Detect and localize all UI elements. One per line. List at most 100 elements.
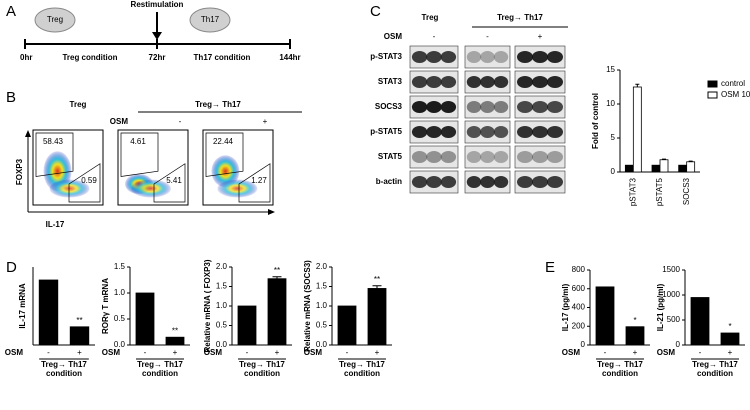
row-label: p-STAT5: [370, 127, 402, 136]
group-label: Treg: [422, 13, 439, 22]
cell-label: Treg: [47, 15, 63, 24]
gate: [153, 163, 186, 203]
band: [440, 101, 457, 113]
y-tick-label: 0.5: [316, 321, 328, 330]
western-blot: - - + p-STAT3 STAT3 SOCS3 p-STAT5 STAT5 b-actin: [370, 32, 566, 194]
y-tick-label: 10: [606, 99, 615, 108]
band: [440, 126, 457, 138]
x-tick-label: SOCS3: [682, 177, 691, 205]
x-axis-label: Treg→ Th17: [239, 360, 285, 369]
error-bar: [272, 276, 282, 279]
gate-value: 1.27: [251, 176, 267, 185]
x-axis-label: condition: [697, 369, 733, 378]
density: [211, 155, 240, 188]
band: [466, 126, 482, 138]
band: [547, 126, 563, 138]
y-tick-label: 1000: [662, 290, 680, 299]
band: [493, 51, 509, 63]
band: [480, 176, 495, 188]
y-tick-label: 1500: [662, 265, 680, 274]
x-axis-label: condition: [244, 369, 280, 378]
bar: [69, 326, 90, 346]
x-axis-label: Treg→ Th17: [41, 360, 87, 369]
band: [547, 151, 563, 163]
significance: **: [374, 275, 380, 284]
band: [532, 101, 548, 113]
blot-lane: [514, 145, 566, 169]
osm-label: OSM: [110, 117, 129, 126]
band: [426, 76, 442, 88]
band: [493, 126, 509, 138]
error-bar: [662, 158, 666, 160]
event-label: Restimulation: [131, 0, 184, 9]
x-tick-label: -: [47, 348, 50, 357]
x-tick-label: +: [77, 348, 82, 357]
x-axis-label: Treg→ Th17: [137, 360, 183, 369]
band: [547, 176, 563, 188]
arrow-head: [152, 32, 162, 40]
y-axis-label: Fold of control: [591, 93, 600, 149]
gate: [35, 132, 74, 177]
band: [480, 76, 495, 88]
x-tick-label: -: [604, 348, 607, 357]
x-axis-label: condition: [344, 369, 380, 378]
row-label: SOCS3: [375, 102, 403, 111]
row-label: STAT3: [378, 77, 403, 86]
band: [547, 51, 563, 63]
y-tick-label: 1.0: [216, 301, 228, 310]
band: [466, 51, 482, 63]
density: [217, 179, 258, 198]
band: [517, 76, 533, 88]
panel-label: A: [6, 3, 16, 20]
arrow-head: [268, 209, 275, 215]
band: [440, 151, 457, 163]
y-tick-label: 600: [572, 284, 586, 293]
y-axis-label: Relative mRNA ( FOXP3): [203, 259, 212, 352]
density: [49, 179, 90, 198]
y-tick-label: 0.5: [216, 321, 228, 330]
gate: [120, 132, 159, 177]
cell-icon: [34, 7, 76, 33]
significance: **: [76, 316, 82, 325]
bar: [337, 305, 357, 346]
bar: [678, 164, 688, 173]
legend-swatch: [707, 91, 718, 99]
significance: *: [633, 316, 636, 325]
band: [517, 101, 533, 113]
x-tick-label: +: [633, 348, 638, 357]
band: [480, 101, 495, 113]
y-tick-label: 0: [581, 340, 586, 349]
y-tick-label: 0.0: [316, 340, 328, 349]
band: [532, 126, 548, 138]
band: [532, 151, 548, 163]
y-tick-label: 2.0: [216, 262, 228, 271]
row-label: b-actin: [376, 177, 402, 186]
bar: [690, 297, 710, 346]
group-label: Treg: [70, 100, 87, 109]
bar: [267, 278, 287, 346]
group-label: Treg→ Th17: [497, 13, 543, 22]
band: [517, 51, 533, 63]
osm-label: OSM: [304, 348, 323, 357]
y-axis-label: RORγ T mRNA: [101, 278, 110, 334]
band: [493, 151, 509, 163]
osm-sign: +: [263, 117, 268, 126]
band: [411, 51, 428, 63]
bar: [720, 332, 740, 346]
band: [426, 101, 442, 113]
x-tick-label: -: [246, 348, 249, 357]
band: [411, 151, 428, 163]
y-tick-label: 1.5: [114, 262, 126, 271]
band: [466, 101, 482, 113]
bar: [624, 164, 634, 173]
bar: [135, 292, 155, 346]
y-tick-label: 1.5: [316, 282, 328, 291]
bar: [595, 286, 615, 346]
x-axis-label: Treg→ Th17: [597, 360, 643, 369]
y-tick-label: 800: [572, 265, 586, 274]
bar: [165, 336, 185, 346]
y-tick-label: 15: [606, 65, 615, 74]
time-label: 0hr: [20, 53, 32, 62]
